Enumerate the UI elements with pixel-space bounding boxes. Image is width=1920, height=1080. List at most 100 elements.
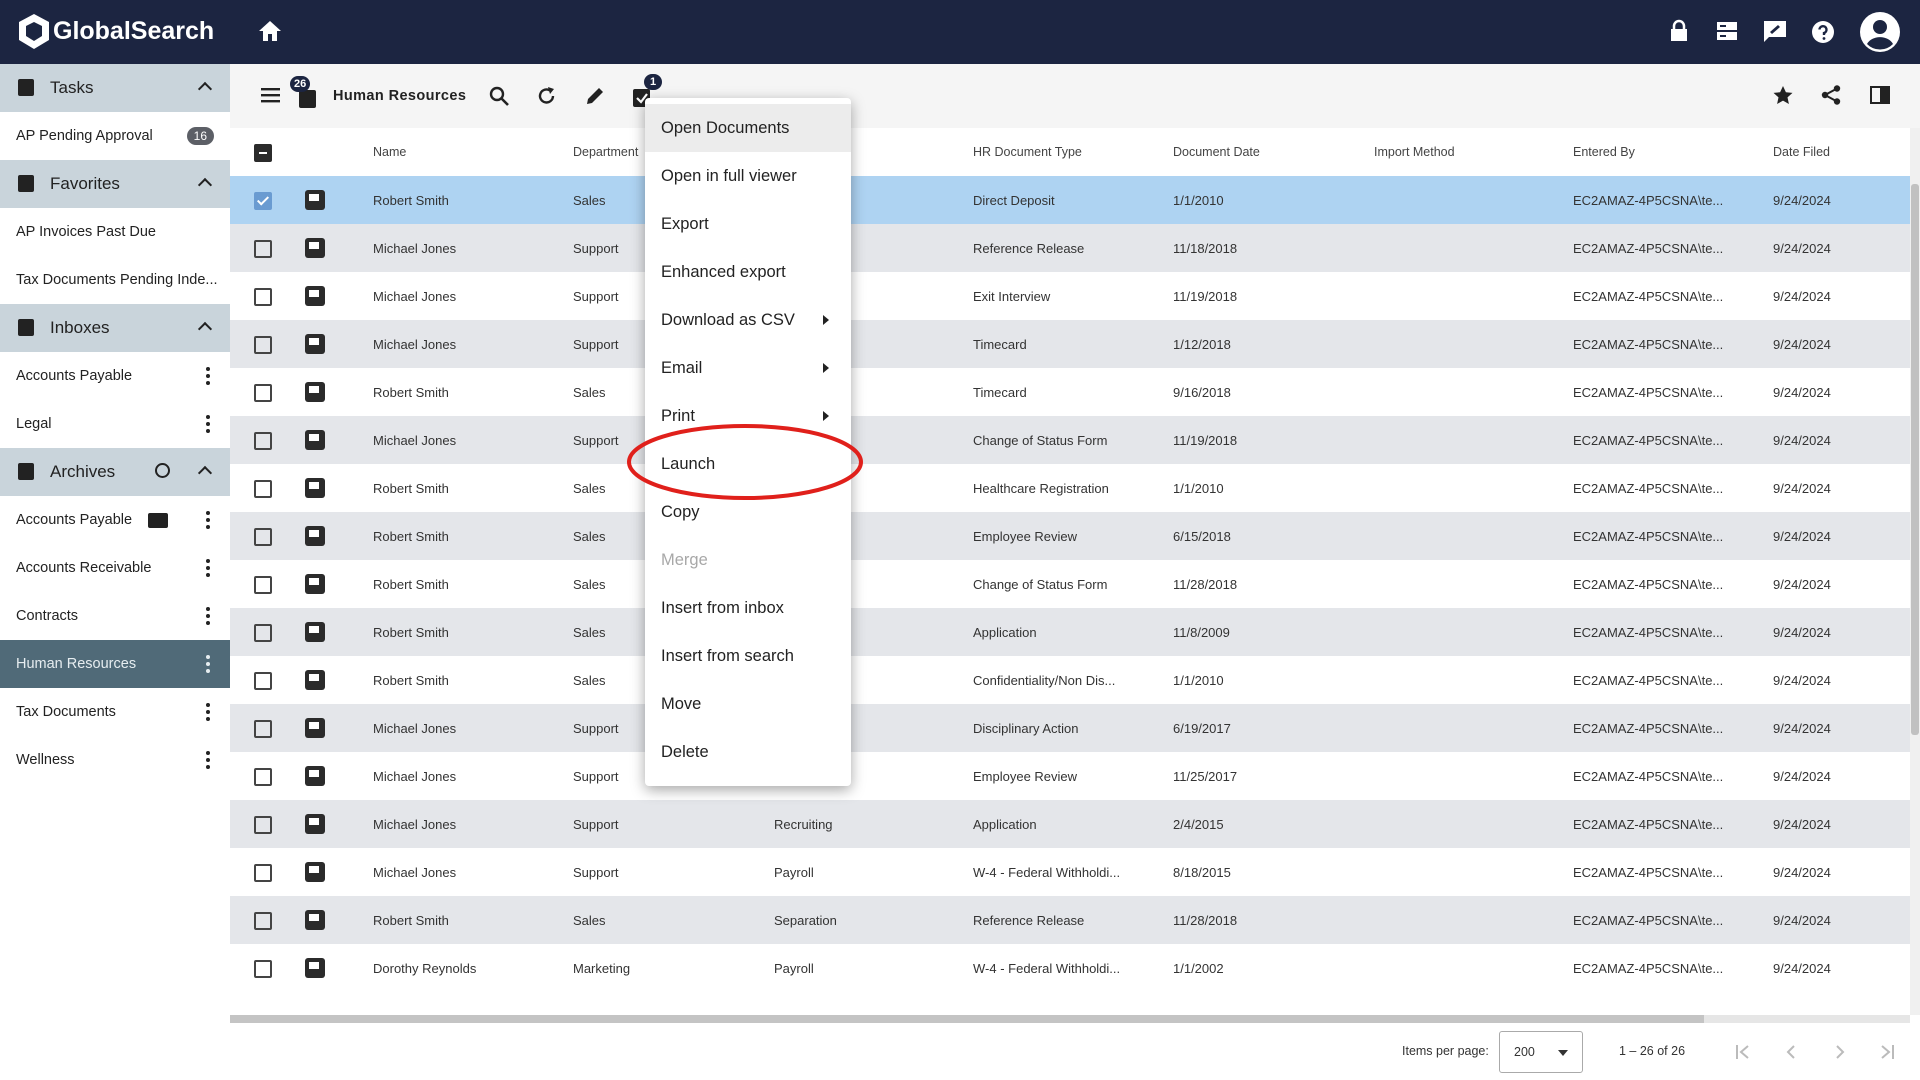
layout-button[interactable] [1717,22,1737,40]
column-header[interactable]: HR Document Type [973,145,1082,159]
sidebar-item[interactable]: Legal [0,400,230,448]
sidebar-item[interactable]: AP Invoices Past Due [0,208,230,256]
table-row[interactable]: Michael Jones Support Disciplinary Action 6… [230,704,1910,752]
row-checkbox[interactable] [254,624,272,642]
sidebar-item[interactable]: Human Resources [0,640,230,688]
favorite-button[interactable] [1773,86,1793,105]
table-row[interactable]: Robert SmithSalesBenefitsHealthcare Regi… [230,464,1910,512]
home-button[interactable] [258,20,282,42]
row-checkbox[interactable] [254,912,272,930]
row-checkbox[interactable] [254,960,272,978]
menu-item[interactable]: Print [645,392,851,440]
select-all-checkbox[interactable] [254,144,272,162]
edit-button[interactable] [585,86,605,106]
sidebar-item[interactable]: Contracts [0,592,230,640]
table-row[interactable]: Robert SmithSalesBenefitsChange of Statu… [230,560,1910,608]
column-header[interactable]: Date Filed [1773,145,1830,159]
sidebar-section-header[interactable]: Inboxes [0,304,230,352]
table-row[interactable]: Robert Smith Sales Application 11/8/2009 EC2… [230,608,1910,656]
table-row[interactable]: Michael Jones Support Timecard 1/12/2018 EC2… [230,320,1910,368]
sidebar-section-header[interactable]: Archives [0,448,230,496]
table-row[interactable]: Robert Smith Sales Timecard 9/16/2018 EC2AMA… [230,368,1910,416]
menu-item[interactable]: Move [645,680,851,728]
menu-button[interactable] [261,88,280,103]
table-row[interactable]: Michael Jones Support Recruiting Applicatio… [230,800,1910,848]
collapse-button[interactable] [197,177,213,193]
sidebar-item[interactable]: Wellness [0,736,230,784]
sidebar-item[interactable]: Accounts Payable [0,352,230,400]
table-row[interactable]: Robert Smith Sales Direct Deposit 1/1/2010 E… [230,176,1910,224]
sidebar-item[interactable]: AP Pending Approval 16 [0,112,230,160]
menu-item[interactable]: Insert from inbox [645,584,851,632]
sidebar-section-header[interactable]: Tasks [0,64,230,112]
collapse-button[interactable] [197,321,213,337]
collapse-button[interactable] [197,81,213,97]
table-row[interactable]: Michael JonesSupportBenefitsChange of St… [230,416,1910,464]
next-page-button[interactable] [1835,1045,1845,1059]
table-row[interactable]: Michael Jones Support Exit Interview 11/19/… [230,272,1910,320]
row-checkbox[interactable] [254,336,272,354]
horizontal-scrollbar[interactable] [230,1015,1910,1023]
sidebar-item[interactable]: Accounts Payable [0,496,230,544]
menu-item[interactable]: Enhanced export [645,248,851,296]
more-button[interactable] [206,559,210,577]
menu-item[interactable]: Delete [645,728,851,776]
last-page-button[interactable] [1880,1045,1894,1059]
sidebar-item[interactable]: Tax Documents Pending Inde... [0,256,230,304]
menu-item[interactable]: Export [645,200,851,248]
row-checkbox[interactable] [254,192,272,210]
menu-item[interactable]: Launch [645,440,851,488]
more-button[interactable] [206,703,210,721]
menu-item[interactable]: Download as CSV [645,296,851,344]
column-header[interactable]: Department [573,145,639,159]
feedback-button[interactable] [1764,21,1786,42]
lock-button[interactable] [1670,19,1688,42]
more-button[interactable] [206,415,210,433]
sidebar-item[interactable]: Tax Documents [0,688,230,736]
column-header[interactable]: Import Method [1374,145,1455,159]
more-button[interactable] [206,367,210,385]
search-button[interactable] [155,463,170,478]
column-header[interactable]: Name [373,145,407,159]
help-button[interactable] [1812,21,1834,43]
refresh-button[interactable] [537,86,557,106]
row-checkbox[interactable] [254,768,272,786]
previous-page-button[interactable] [1786,1045,1796,1059]
row-checkbox[interactable] [254,816,272,834]
table-row[interactable]: Michael JonesSupportPerformanceEmployee … [230,752,1910,800]
more-button[interactable] [206,607,210,625]
row-checkbox[interactable] [254,240,272,258]
sidebar-item[interactable]: Accounts Receivable [0,544,230,592]
column-header[interactable]: Entered By [1573,145,1635,159]
more-button[interactable] [206,655,210,673]
panel-button[interactable] [1870,86,1890,104]
row-checkbox[interactable] [254,288,272,306]
row-checkbox[interactable] [254,384,272,402]
table-row[interactable]: Michael Jones Support Payroll W-4 - Federal… [230,848,1910,896]
row-checkbox[interactable] [254,576,272,594]
share-button[interactable] [1821,85,1841,105]
items-per-page-select[interactable]: 200 [1499,1031,1583,1073]
menu-item[interactable]: Open Documents [645,104,851,152]
row-checkbox[interactable] [254,528,272,546]
more-button[interactable] [206,751,210,769]
menu-item[interactable]: Insert from search [645,632,851,680]
search-refresh-button[interactable] [489,86,509,106]
row-checkbox[interactable] [254,480,272,498]
user-avatar[interactable] [1860,12,1900,52]
menu-item[interactable]: Copy [645,488,851,536]
collapse-button[interactable] [197,465,213,481]
table-row[interactable]: Robert Smith Sales Confidentiality/Non Dis… [230,656,1910,704]
menu-item[interactable]: Open in full viewer [645,152,851,200]
vertical-scrollbar[interactable] [1910,128,1920,1015]
sidebar-section-header[interactable]: Favorites [0,160,230,208]
column-header[interactable]: Document Date [1173,145,1260,159]
row-checkbox[interactable] [254,432,272,450]
table-row[interactable]: Robert Smith Sales Employee Review 6/15/201… [230,512,1910,560]
row-checkbox[interactable] [254,720,272,738]
row-checkbox[interactable] [254,864,272,882]
table-row[interactable]: Dorothy Reynolds Marketing Payroll W-4 - Fe… [230,944,1910,992]
first-page-button[interactable] [1736,1045,1750,1059]
menu-item[interactable]: Email [645,344,851,392]
row-checkbox[interactable] [254,672,272,690]
